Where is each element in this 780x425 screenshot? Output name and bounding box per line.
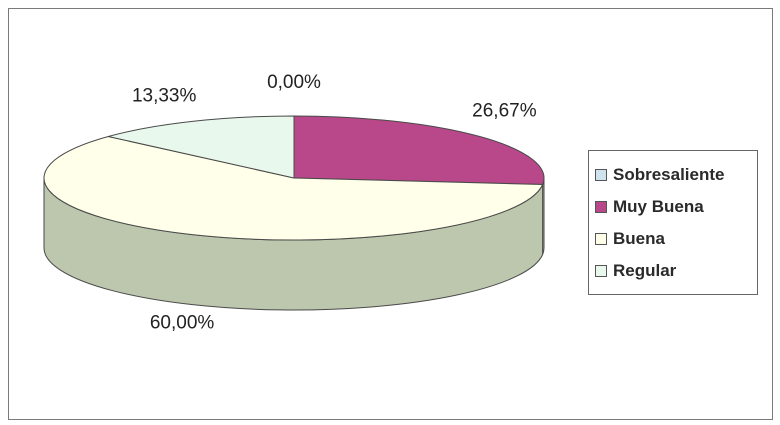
pie-slice-buena (43, 135, 544, 241)
legend-swatch-sobresaliente (595, 169, 607, 181)
data-label-sobresaliente: 0,00% (267, 72, 321, 93)
legend-label-sobresaliente: Sobresaliente (613, 165, 725, 184)
legend-swatch-regular (595, 265, 607, 277)
pie-slice-muy-buena (293, 115, 545, 186)
legend-label-regular: Regular (613, 261, 677, 280)
data-label-regular: 13,33% (132, 86, 197, 107)
legend-swatch-buena (595, 233, 607, 245)
pie-tops (43, 115, 545, 241)
legend-item-sobresaliente: Sobresaliente (595, 159, 757, 191)
pie-slice-regular (108, 115, 295, 179)
legend-item-buena: Buena (595, 223, 757, 255)
legend-label-muy-buena: Muy Buena (613, 197, 704, 216)
data-label-muy-buena: 26,67% (472, 100, 537, 121)
pie-labels: 0,00% 26,67% 60,00% 13,33% (132, 72, 537, 333)
legend: Sobresaliente Muy Buena Buena Regular (588, 150, 758, 295)
data-label-buena: 60,00% (150, 312, 215, 333)
legend-swatch-muy-buena (595, 201, 607, 213)
legend-label-buena: Buena (613, 229, 665, 248)
legend-item-regular: Regular (595, 255, 757, 287)
legend-item-muy-buena: Muy Buena (595, 191, 757, 223)
